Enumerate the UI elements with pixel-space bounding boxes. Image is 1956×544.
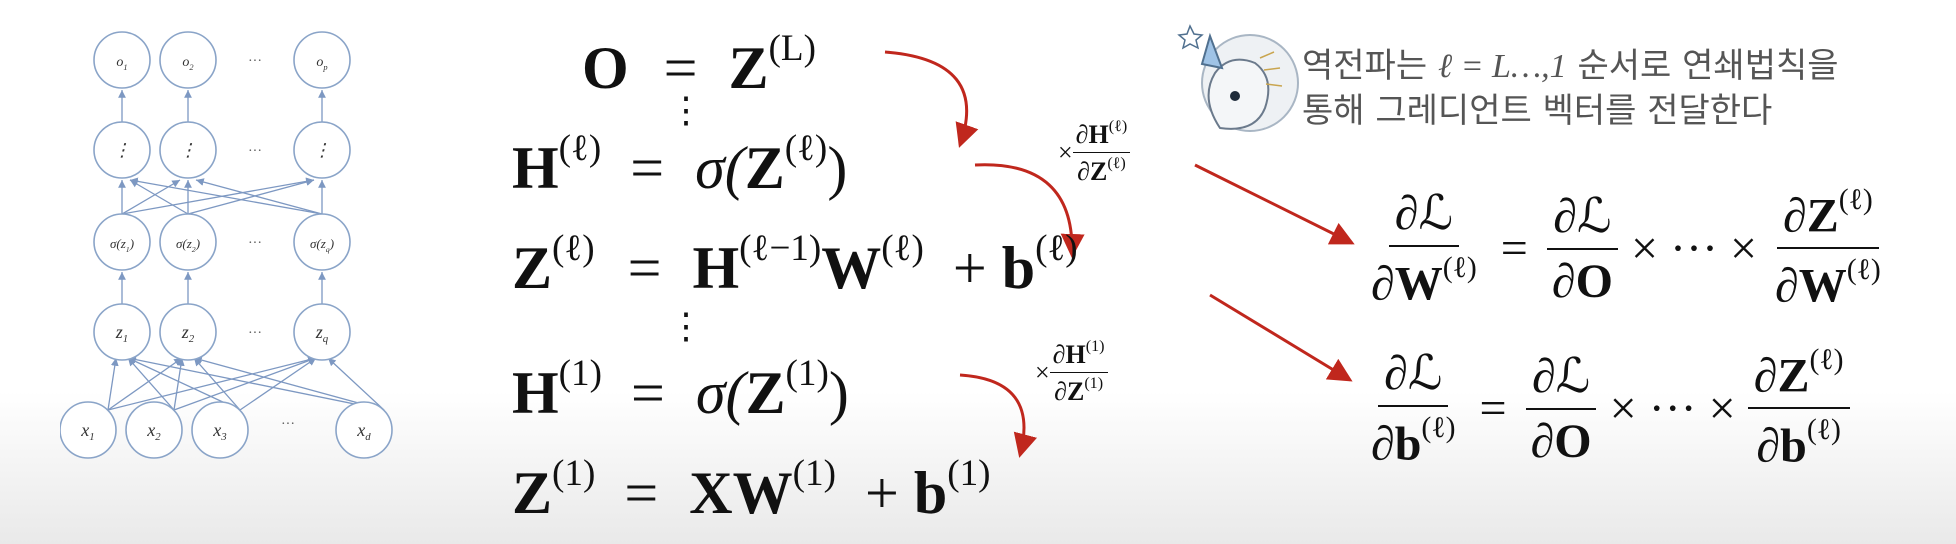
hidden-vdots-node-label: ⋮	[313, 140, 331, 160]
network-edge	[239, 357, 317, 411]
equation-row-hidden-1: H(1) = σ(Z(1))	[512, 353, 849, 426]
network-edge	[127, 355, 385, 411]
equation-row-preactivation-1: Z(1) = XW(1) + b(1)	[512, 453, 991, 526]
arrow-h1-to-z1	[959, 373, 1037, 458]
neural-network-diagram: o1 o2 op···⋮ ⋮ ⋮···σ(z1) σ(z2) σ(zq)···z1 z2 zq·…	[60, 31, 393, 459]
ellipsis-hidden: ···	[248, 144, 262, 159]
network-edge	[107, 357, 119, 411]
output-node-label: op	[316, 55, 327, 72]
arrow-o-to-h	[884, 50, 979, 148]
arrow-to-db	[1209, 293, 1353, 382]
ellipsis-activation: ···	[248, 236, 262, 251]
arrow-h-to-z	[974, 163, 1085, 258]
network-edge	[127, 357, 175, 411]
hidden-vdots-node	[293, 121, 351, 179]
input-node	[125, 401, 183, 459]
hidden-vdots-node	[93, 121, 151, 179]
input-node	[335, 401, 393, 459]
chain-factor-hidden-1: × ∂H(1) ∂Z(1)	[1035, 338, 1108, 407]
output-node	[293, 31, 351, 89]
network-edge	[129, 177, 323, 215]
network-edge	[129, 179, 189, 215]
equation-row-preactivation: Z(ℓ) = H(ℓ−1)W(ℓ) + b(ℓ)	[512, 228, 1078, 301]
network-edge	[121, 177, 315, 215]
network-edge	[173, 357, 185, 411]
network-edge	[327, 357, 385, 411]
gradient-bias-equation: ∂ℒ ∂b(ℓ) = ∂ℒ ∂O × ··· × ∂Z(ℓ) ∂b(ℓ)	[1365, 343, 1850, 474]
hidden-vdots-node-label: ⋮	[179, 140, 197, 160]
network-edge	[195, 178, 323, 215]
output-node	[93, 31, 151, 89]
output-node	[159, 31, 217, 89]
preactivation-node	[293, 303, 351, 361]
network-edge	[107, 356, 317, 411]
network-edge	[173, 357, 317, 411]
caption: 역전파는 ℓ = L…,1 순서로 연쇄법칙을 통해 그레디언트 벡터를 전달한…	[1302, 46, 1839, 131]
ellipsis-preactivation: ···	[248, 326, 262, 341]
chain-factor-hidden: × ∂H(ℓ) ∂Z(ℓ)	[1058, 118, 1131, 187]
hidden-vdots-node	[159, 121, 217, 179]
vdots-2: ⋮	[668, 306, 704, 346]
activation-node	[293, 213, 351, 271]
network-edge	[121, 179, 181, 215]
activation-node	[93, 213, 151, 271]
ellipsis-output: ···	[248, 54, 262, 69]
network-edge	[187, 178, 315, 215]
network-edge	[193, 357, 241, 411]
output-node-label: o2	[182, 55, 193, 72]
input-node	[191, 401, 249, 459]
vdots-1: ⋮	[668, 90, 704, 130]
arrow-to-dw	[1194, 163, 1355, 245]
equation-row-hidden: H(ℓ) = σ(Z(ℓ))	[512, 128, 848, 201]
preactivation-node	[159, 303, 217, 361]
unicorn-mascot-icon	[1177, 24, 1299, 132]
activation-node	[159, 213, 217, 271]
input-node	[60, 401, 117, 459]
output-node-label: o1	[116, 55, 127, 72]
ellipsis-input: ···	[281, 417, 295, 432]
network-edge	[193, 356, 385, 411]
equation-row-output: O = Z(L)	[582, 28, 817, 101]
gradient-weights-equation: ∂ℒ ∂W(ℓ) = ∂ℒ ∂O × ··· × ∂Z(ℓ) ∂W(ℓ)	[1371, 183, 1881, 313]
preactivation-node	[93, 303, 151, 361]
hidden-vdots-node-label: ⋮	[113, 140, 131, 160]
